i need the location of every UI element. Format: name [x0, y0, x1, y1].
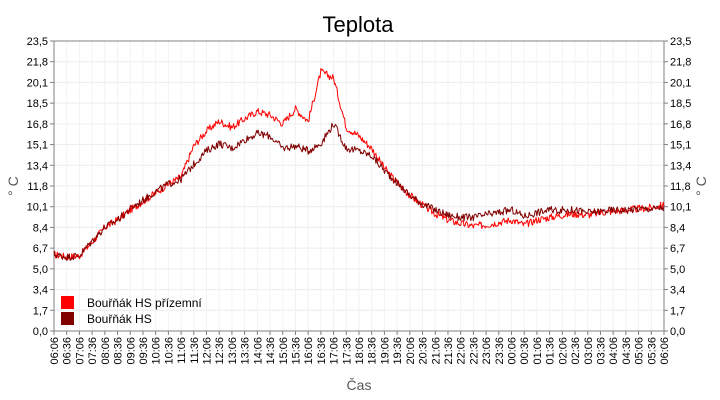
y-tick-label: 13,4	[27, 160, 48, 172]
y-tick-label: 23,5	[27, 36, 48, 48]
legend-swatch-1	[61, 296, 74, 309]
y-tick-label: 5,0	[33, 264, 48, 276]
x-tick-label: 17:06	[329, 337, 341, 365]
y-axis-label-right: ° C	[693, 176, 709, 196]
x-axis-label: Čas	[347, 377, 372, 393]
series-group	[53, 68, 665, 261]
x-tick-label: 03:36	[595, 337, 607, 365]
y-tick-label: 1,7	[33, 305, 48, 317]
x-axis: 06:06 06:36 07:06 07:36 08:06 08:36 09:06 09:36…	[49, 331, 671, 365]
y-tick-label: 3,4	[33, 285, 48, 297]
legend: Bouřňák HS přízemní Bouřňák HS	[61, 296, 202, 326]
y-tick-label: 23,5	[670, 36, 691, 48]
x-tick-label: 10:06	[151, 337, 163, 365]
legend-label-2: Bouřňák HS	[87, 312, 152, 326]
x-tick-label: 00:06	[507, 337, 519, 365]
x-tick-label: 13:06	[227, 337, 239, 365]
x-tick-label: 19:36	[392, 337, 404, 365]
x-tick-label: 01:36	[545, 337, 557, 365]
series-line-2	[53, 122, 665, 261]
x-tick-label: 05:06	[634, 337, 646, 365]
x-tick-label: 18:36	[367, 337, 379, 365]
x-tick-label: 02:36	[570, 337, 582, 365]
x-tick-label: 07:06	[74, 337, 86, 365]
y-tick-label: 13,4	[670, 160, 691, 172]
x-tick-label: 13:36	[240, 337, 252, 365]
y-tick-label: 15,1	[27, 140, 48, 152]
y-tick-label: 5,0	[670, 264, 685, 276]
y-axis-right: 0,0 1,7 3,4 5,0 6,7 8,4 10,1 11,8 13,4 15,1 16,8 18…	[664, 36, 691, 338]
y-axis-left: 0,0 1,7 3,4 5,0 6,7 8,4 10,1 11,8 13,4 15,1 16,8 18…	[27, 36, 54, 338]
x-tick-label: 09:06	[125, 337, 137, 365]
x-tick-label: 05:36	[646, 337, 658, 365]
x-tick-label: 20:36	[418, 337, 430, 365]
x-tick-label: 09:36	[138, 337, 150, 365]
x-tick-label: 11:36	[189, 337, 201, 364]
x-tick-label: 06:06	[49, 337, 61, 365]
y-tick-label: 10,1	[27, 202, 48, 214]
y-tick-label: 8,4	[33, 222, 48, 234]
x-tick-label: 06:06	[659, 337, 671, 365]
x-tick-label: 15:36	[290, 337, 302, 365]
y-axis-label-left: ° C	[5, 176, 21, 196]
grid	[54, 41, 664, 331]
x-tick-label: 03:06	[583, 337, 595, 365]
y-tick-label: 11,8	[670, 181, 691, 193]
y-tick-label: 21,8	[27, 57, 48, 69]
y-tick-label: 21,8	[670, 57, 691, 69]
series-line-1	[53, 68, 665, 261]
y-tick-label: 0,0	[33, 326, 48, 338]
x-tick-label: 21:06	[430, 337, 442, 365]
x-tick-label: 14:36	[265, 337, 277, 365]
x-tick-label: 00:36	[519, 337, 531, 365]
y-tick-label: 3,4	[670, 285, 685, 297]
y-tick-label: 20,1	[27, 77, 48, 89]
x-tick-label: 04:06	[608, 337, 620, 365]
x-tick-label: 20:06	[405, 337, 417, 365]
y-tick-label: 6,7	[670, 243, 685, 255]
x-tick-label: 12:06	[202, 337, 214, 365]
x-tick-label: 16:36	[316, 337, 328, 365]
x-tick-label: 06:36	[62, 337, 74, 365]
x-tick-label: 07:36	[87, 337, 99, 365]
x-tick-label: 08:06	[100, 337, 112, 365]
x-tick-label: 14:06	[252, 337, 264, 365]
x-tick-label: 21:36	[443, 337, 455, 365]
y-tick-label: 16,8	[27, 119, 48, 131]
y-tick-label: 0,0	[670, 326, 685, 338]
x-tick-label: 22:06	[456, 337, 468, 365]
y-tick-label: 18,5	[27, 98, 48, 110]
x-tick-label: 23:36	[494, 337, 506, 365]
chart-title: Teplota	[323, 12, 395, 37]
x-tick-label: 12:36	[214, 337, 226, 365]
y-tick-label: 1,7	[670, 305, 685, 317]
x-tick-label: 01:06	[532, 337, 544, 365]
y-tick-label: 18,5	[670, 98, 691, 110]
legend-label-1: Bouřňák HS přízemní	[87, 296, 202, 310]
x-tick-label: 11:06	[176, 337, 188, 364]
y-tick-label: 6,7	[33, 243, 48, 255]
x-tick-label: 19:06	[379, 337, 391, 365]
x-tick-label: 16:06	[303, 337, 315, 365]
x-tick-label: 22:36	[468, 337, 480, 365]
x-tick-label: 04:36	[621, 337, 633, 365]
x-tick-label: 17:36	[341, 337, 353, 365]
y-tick-label: 10,1	[670, 202, 691, 214]
y-tick-label: 15,1	[670, 140, 691, 152]
x-tick-label: 10:36	[163, 337, 175, 365]
y-tick-label: 11,8	[27, 181, 48, 193]
y-tick-label: 16,8	[670, 119, 691, 131]
x-tick-label: 18:06	[354, 337, 366, 365]
x-tick-label: 15:06	[278, 337, 290, 365]
x-tick-label: 08:36	[113, 337, 125, 365]
y-tick-label: 20,1	[670, 77, 691, 89]
legend-swatch-2	[61, 312, 74, 325]
x-tick-label: 02:06	[557, 337, 569, 365]
y-tick-label: 8,4	[670, 222, 685, 234]
x-tick-label: 23:06	[481, 337, 493, 365]
